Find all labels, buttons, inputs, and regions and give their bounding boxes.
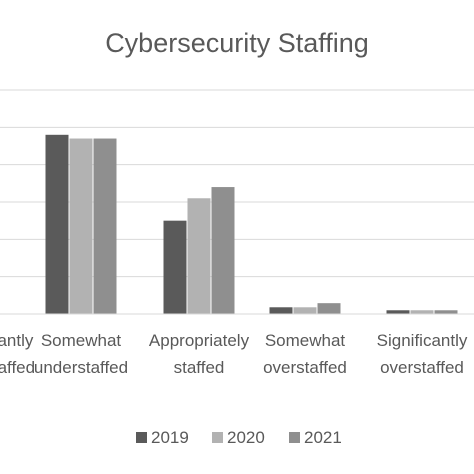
category-tick-label: understaffed (34, 358, 128, 377)
legend-label-2021: 2021 (304, 428, 342, 447)
bar-2021-somewhat-overstaffed (317, 303, 341, 314)
bar-2019-appropriately-staffed (163, 220, 187, 314)
category-tick-labels: SignificantlyunderstaffedSomewhatunderst… (0, 331, 468, 377)
bar-2021-appropriately-staffed (211, 187, 235, 314)
bar-2021-significantly-overstaffed (434, 310, 458, 314)
category-tick-label: Significantly (0, 331, 34, 350)
bar-2019-somewhat-overstaffed (269, 307, 293, 314)
category-tick-label: staffed (174, 358, 225, 377)
category-tick-label: Significantly (377, 331, 468, 350)
category-tick-label: overstaffed (380, 358, 464, 377)
category-tick-label: Somewhat (265, 331, 346, 350)
bar-2020-significantly-overstaffed (410, 310, 434, 314)
legend-label-2020: 2020 (227, 428, 265, 447)
category-tick-label: understaffed (0, 358, 35, 377)
bar-2019-somewhat-understaffed (45, 134, 69, 314)
chart-title: Cybersecurity Staffing (105, 28, 369, 58)
bar-2019-significantly-overstaffed (386, 310, 410, 314)
category-tick-label: overstaffed (263, 358, 347, 377)
legend-swatch-2020 (212, 432, 223, 443)
category-tick-label: Appropriately (149, 331, 250, 350)
bar-2020-appropriately-staffed (187, 198, 211, 314)
legend-swatch-2021 (289, 432, 300, 443)
legend-label-2019: 2019 (151, 428, 189, 447)
legend: 2019 2020 2021 (136, 428, 342, 447)
bar-2020-somewhat-understaffed (69, 138, 93, 314)
bars (45, 134, 458, 314)
category-tick-label: Somewhat (41, 331, 122, 350)
bar-2020-somewhat-overstaffed (293, 307, 317, 314)
bar-2021-somewhat-understaffed (93, 138, 117, 314)
legend-swatch-2019 (136, 432, 147, 443)
